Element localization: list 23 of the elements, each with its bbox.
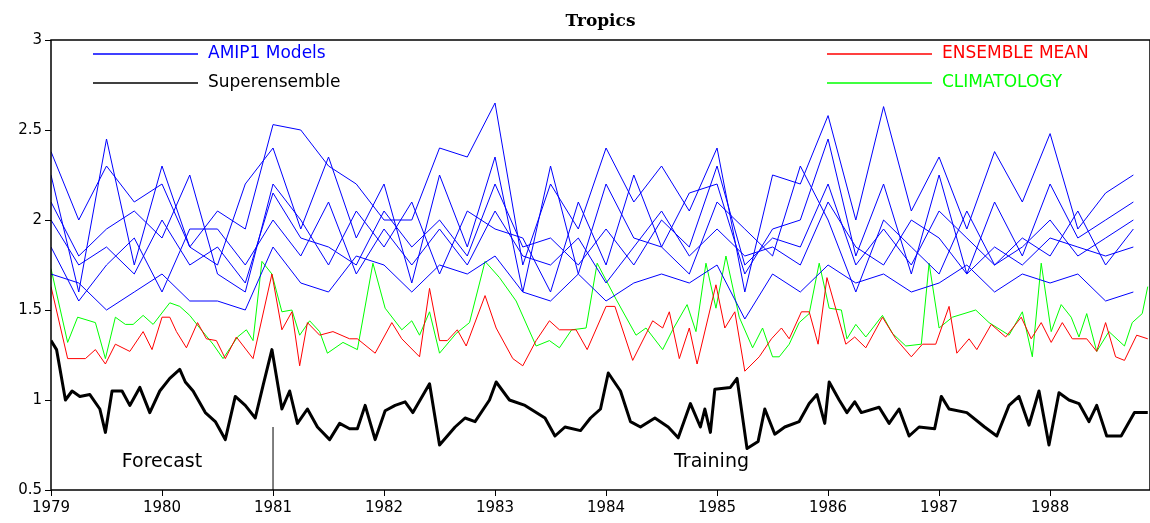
chart-title: Tropics: [565, 10, 636, 31]
x-tick-label: 1981: [253, 497, 293, 516]
text: Superensemble: [208, 71, 341, 92]
annotation: Forecast: [121, 448, 203, 471]
x-tick-label: 1980: [142, 497, 182, 516]
x-tick-label: 1982: [364, 497, 404, 516]
x-tick-label: 1984: [586, 497, 626, 516]
x-tick-label: 1986: [808, 497, 848, 516]
y-tick-label: 2.5: [18, 119, 42, 138]
y-tick-label: 0.5: [18, 479, 42, 498]
annotation: Training: [673, 448, 749, 471]
text: CLIMATOLOGY: [942, 71, 1063, 92]
y-tick-label: 1.5: [18, 299, 42, 318]
y-tick-label: 3: [32, 29, 42, 48]
y-tick-label: 1: [32, 389, 42, 408]
x-tick-label: 1988: [1031, 497, 1070, 516]
x-tick-label: 1979: [31, 497, 71, 516]
text: AMIP1 Models: [208, 42, 326, 63]
x-tick-label: 1987: [919, 497, 959, 516]
x-tick-label: 1985: [697, 497, 737, 516]
text: ENSEMBLE MEAN: [942, 42, 1089, 63]
x-tick-label: 1983: [475, 497, 515, 516]
y-tick-label: 2: [32, 209, 42, 228]
